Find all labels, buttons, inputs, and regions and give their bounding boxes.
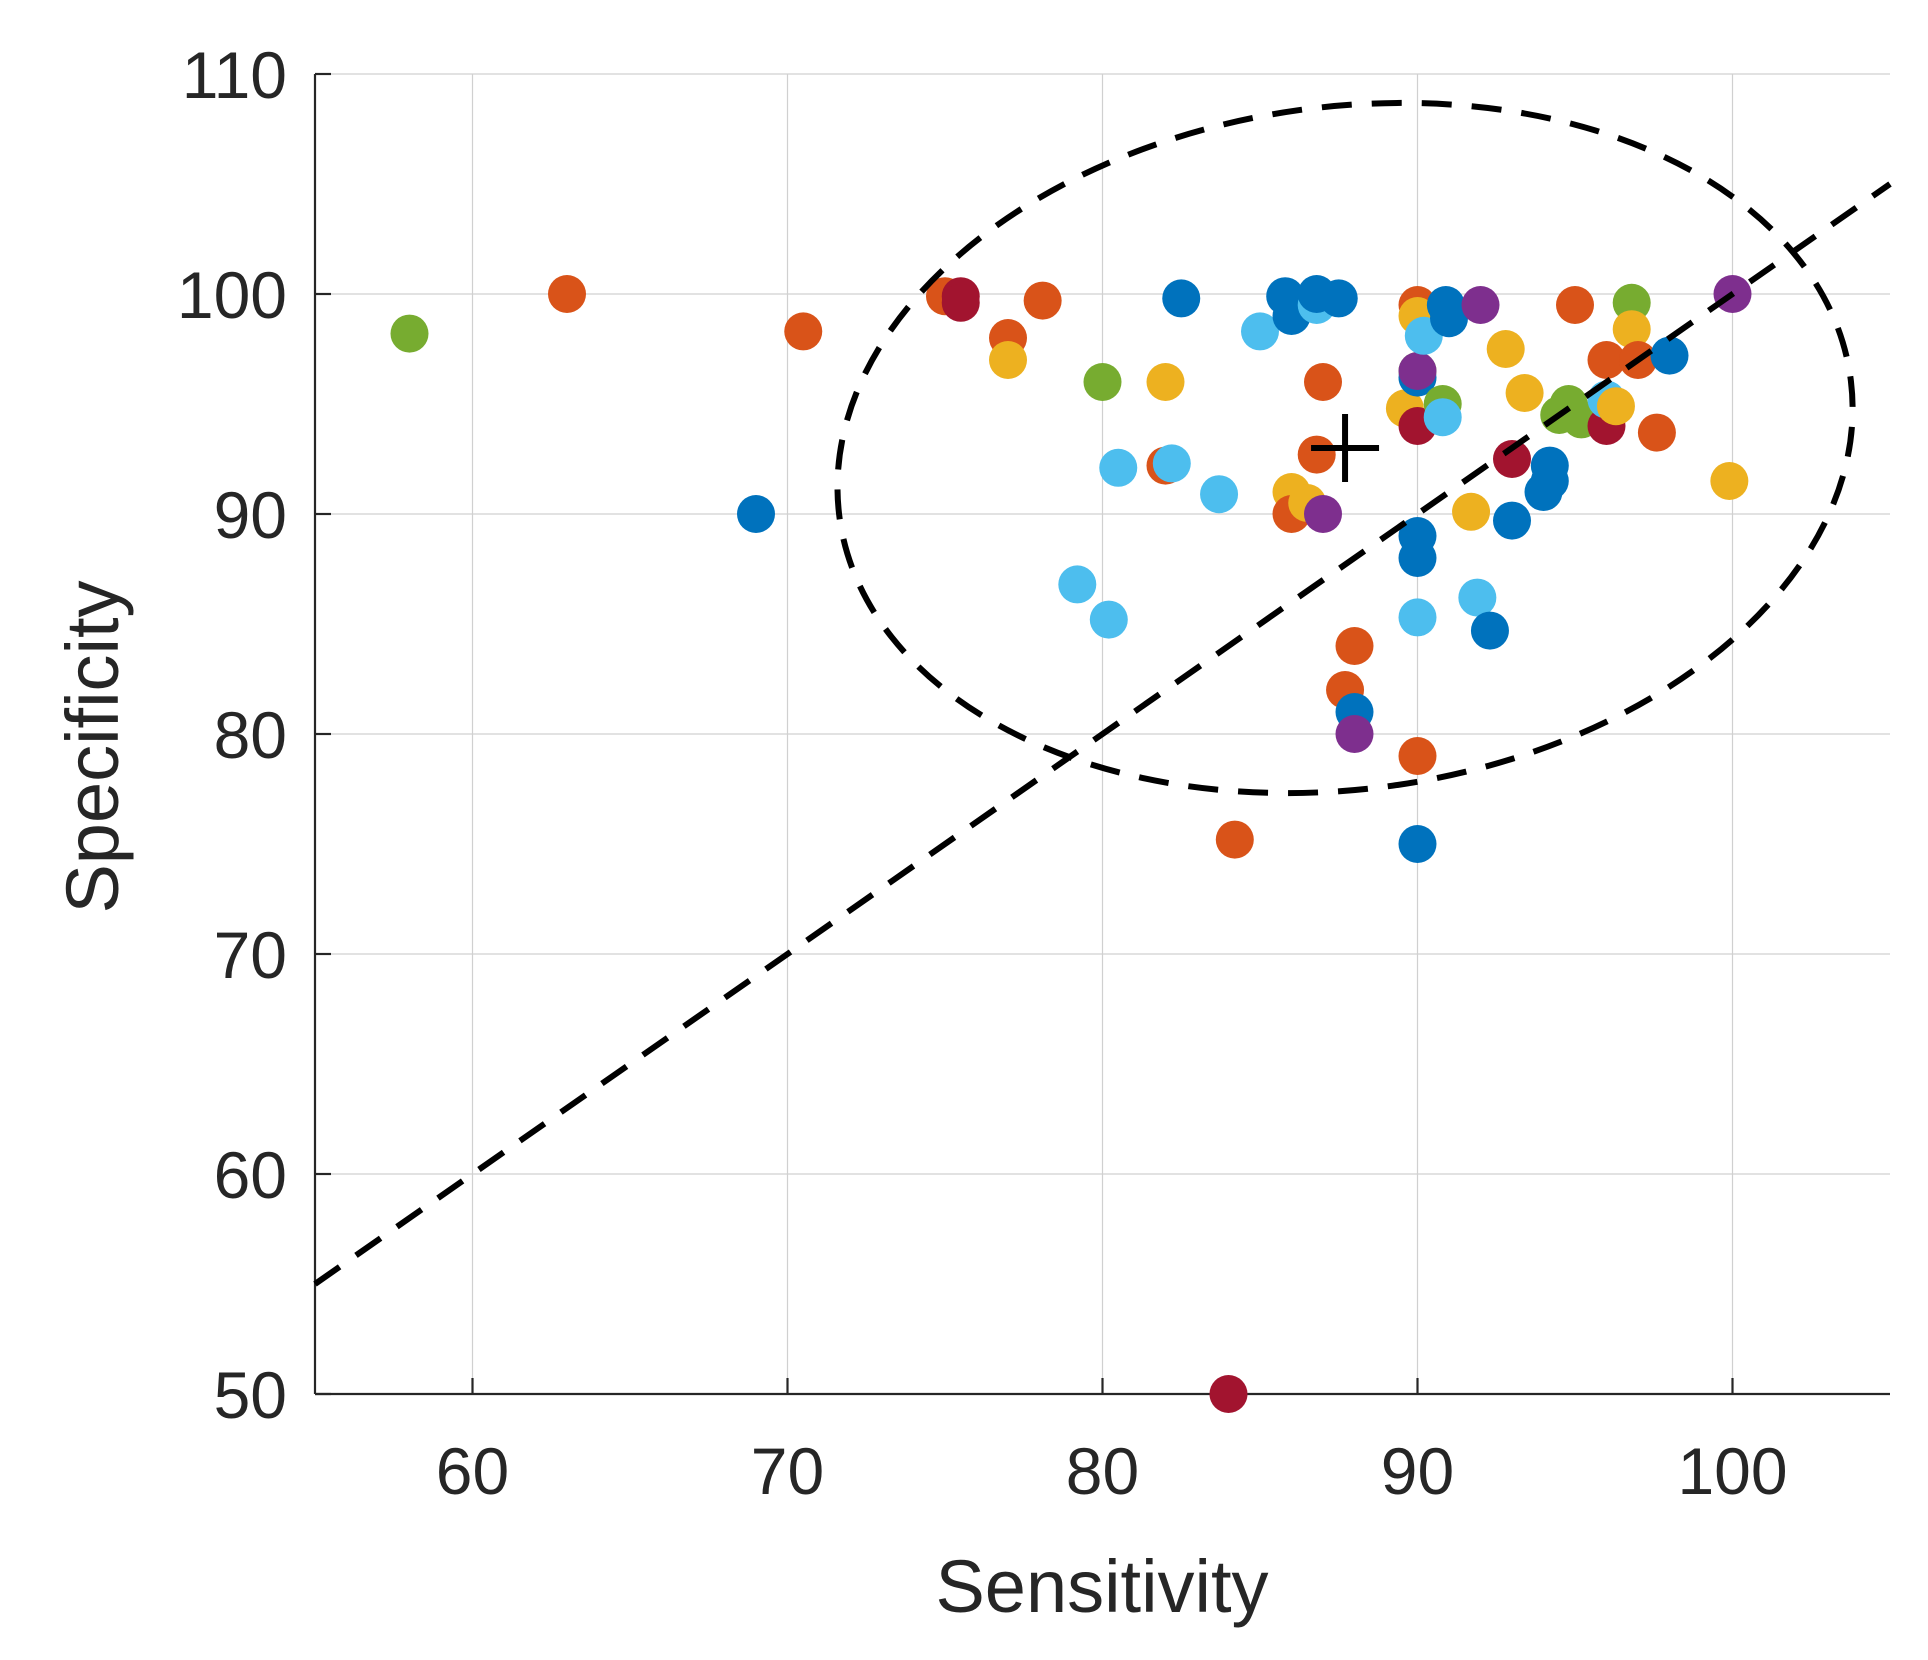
- data-point: [1637, 413, 1676, 452]
- data-point: [1650, 336, 1689, 375]
- data-point: [390, 314, 429, 353]
- data-point: [1146, 363, 1185, 401]
- data-point: [1398, 598, 1437, 637]
- data-point: [1319, 279, 1358, 318]
- data-point: [1486, 330, 1525, 368]
- x-tick-label: 60: [436, 1434, 509, 1508]
- y-tick-label: 50: [214, 1358, 287, 1432]
- data-point: [1710, 462, 1749, 500]
- data-point: [1200, 475, 1239, 514]
- data-point: [1398, 539, 1437, 577]
- data-point: [941, 283, 980, 322]
- data-point: [1612, 283, 1651, 322]
- data-point: [1430, 299, 1468, 338]
- data-point: [784, 312, 823, 351]
- x-tick-label: 100: [1677, 1434, 1787, 1508]
- data-point: [1398, 737, 1437, 775]
- data-point: [1058, 565, 1097, 604]
- diagonal-reference-line: [313, 181, 1892, 1287]
- annotations: [313, 99, 1892, 1287]
- y-tick-label: 70: [214, 918, 287, 992]
- y-tick-label: 100: [177, 258, 287, 332]
- data-point: [1452, 492, 1491, 531]
- y-tick-label: 80: [214, 698, 287, 772]
- data-point: [1612, 310, 1651, 349]
- data-point: [1162, 279, 1201, 318]
- data-point: [1241, 312, 1279, 351]
- x-tick-label: 90: [1381, 1434, 1454, 1508]
- data-point: [1587, 341, 1626, 379]
- confidence-ellipse: [834, 99, 1856, 797]
- data-point: [1530, 446, 1569, 485]
- data-point: [1304, 363, 1342, 401]
- data-point: [1304, 495, 1342, 533]
- data-point: [1023, 281, 1062, 320]
- x-tick-label: 80: [1066, 1434, 1139, 1508]
- data-point: [737, 495, 775, 533]
- data-point: [1152, 444, 1191, 483]
- y-tick-label: 110: [182, 38, 287, 112]
- data-point: [1493, 501, 1531, 540]
- data-point: [1458, 578, 1497, 617]
- y-tick-label: 90: [214, 478, 287, 552]
- data-point: [1099, 448, 1138, 487]
- data-points: [390, 275, 1752, 1413]
- data-point: [1089, 600, 1128, 639]
- y-axis-label: Specificity: [51, 580, 134, 913]
- y-tick-label: 60: [214, 1138, 287, 1212]
- data-point: [1556, 286, 1594, 324]
- data-point: [989, 341, 1027, 379]
- data-point: [1209, 1375, 1248, 1413]
- tick-labels: 60 70 80 90 100 50 60 70 80 90 100 110: [177, 38, 1788, 1508]
- data-point: [1596, 387, 1635, 426]
- data-point: [1398, 352, 1437, 390]
- data-point: [1461, 286, 1500, 324]
- data-point: [1470, 611, 1509, 650]
- axes: [313, 72, 1890, 1396]
- data-point: [1297, 435, 1336, 474]
- data-point: [1423, 398, 1462, 437]
- x-tick-label: 70: [751, 1434, 824, 1508]
- x-axis-label: Sensitivity: [935, 1545, 1268, 1628]
- data-point: [548, 275, 586, 313]
- data-point: [1493, 440, 1531, 478]
- data-point: [1505, 374, 1544, 412]
- data-point: [1335, 627, 1374, 665]
- data-point: [1215, 820, 1254, 859]
- data-point: [1083, 363, 1122, 401]
- data-point: [1335, 715, 1374, 753]
- data-point: [1398, 825, 1437, 863]
